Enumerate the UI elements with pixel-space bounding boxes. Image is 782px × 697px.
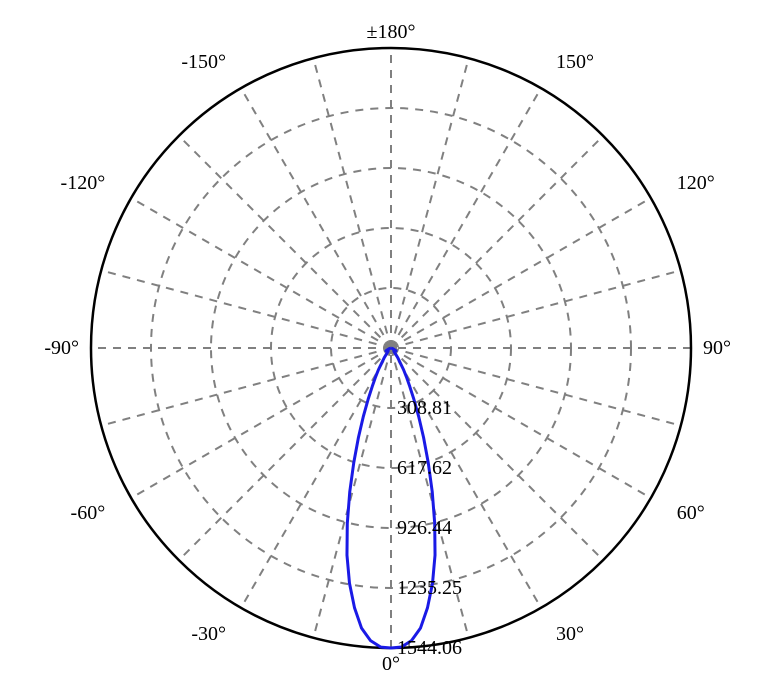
grid-spoke bbox=[391, 88, 541, 348]
grid-spoke bbox=[313, 58, 391, 348]
angle-label: 0° bbox=[382, 653, 400, 675]
angle-label: 150° bbox=[556, 51, 594, 73]
angle-label: -30° bbox=[191, 623, 226, 645]
grid-spoke bbox=[101, 270, 391, 348]
grid-spoke bbox=[101, 348, 391, 426]
grid-spoke bbox=[391, 198, 651, 348]
grid-spoke bbox=[391, 58, 469, 348]
radial-label: 308.81 bbox=[397, 397, 452, 419]
radial-label: 1235.25 bbox=[397, 577, 462, 599]
angle-label: ±180° bbox=[367, 21, 416, 43]
angle-label: 90° bbox=[703, 337, 731, 359]
grid-spoke bbox=[241, 88, 391, 348]
grid-spoke bbox=[391, 136, 603, 348]
radial-label: 1544.06 bbox=[397, 637, 462, 659]
grid-spoke bbox=[241, 348, 391, 608]
radial-label: 617.62 bbox=[397, 457, 452, 479]
radial-label: 926.44 bbox=[397, 517, 452, 539]
polar-chart: 308.81 617.62 926.44 1235.25 1544.06 ±180° -1… bbox=[0, 0, 782, 697]
radial-labels: 308.81 617.62 926.44 1235.25 1544.06 bbox=[397, 397, 462, 659]
grid-spoke bbox=[391, 270, 681, 348]
angle-label: 30° bbox=[556, 623, 584, 645]
grid-spoke bbox=[131, 198, 391, 348]
angle-label: -90° bbox=[44, 337, 79, 359]
angle-label: -60° bbox=[71, 502, 106, 524]
grid-spoke bbox=[179, 348, 391, 560]
grid-spoke bbox=[179, 136, 391, 348]
angle-label: -150° bbox=[181, 51, 226, 73]
angle-label: 120° bbox=[677, 172, 715, 194]
angle-label: -120° bbox=[61, 172, 106, 194]
angle-label: 60° bbox=[677, 502, 705, 524]
